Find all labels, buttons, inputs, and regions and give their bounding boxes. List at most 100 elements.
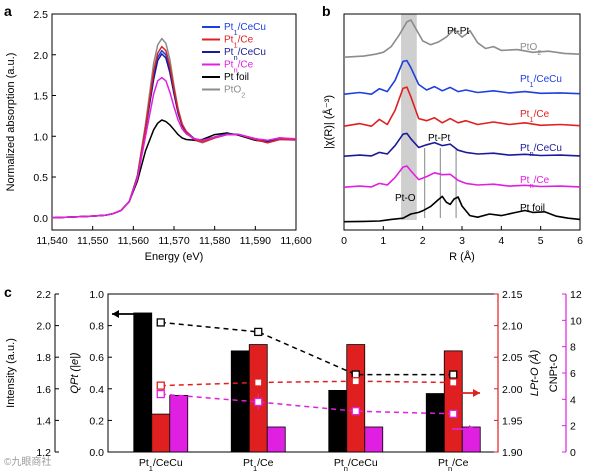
series-line-pt1-ce: [51, 45, 296, 219]
series-line-pt1-cecu: [343, 59, 581, 95]
intensity-tick-label: 1.8: [36, 352, 51, 364]
panel-c-bar-chart: Pt1/CeCu Pt1/Ce Ptn/CeCu Ptn/Ce 1.2 1.4 1.6 1.8…: [5, 289, 582, 471]
x-tick-label: 5: [538, 235, 544, 247]
bar-cn-pt-o: [364, 426, 384, 453]
legend-entry: Ptn/Ce: [224, 60, 254, 75]
series-line-pt-foil: [343, 195, 581, 223]
panel-b-letter: b: [322, 3, 331, 19]
y-tick-label: 1.5: [33, 91, 48, 103]
pt-o-highlight-band: [401, 14, 417, 220]
series-label: Ptn/CeCu: [520, 143, 562, 158]
l-tick-label: 2.05: [502, 352, 523, 364]
x-tick-label: 11,590: [240, 235, 271, 247]
annotation-pt-pt-mid: Pt-Pt: [428, 133, 450, 144]
series-label: Pt1/Ce: [520, 109, 550, 124]
bar-l-pt-o: [346, 344, 366, 453]
dashed-line-q-pt: [160, 321, 454, 376]
bar-l-pt-o: [151, 413, 171, 453]
x-tick-label: 6: [577, 235, 583, 247]
series-label: Pt1/CeCu: [520, 74, 562, 89]
data-marker: [449, 378, 458, 387]
x-tick-label: 0: [341, 235, 347, 247]
x-tick-label: 11,570: [158, 235, 189, 247]
q-tick-label: 0.4: [89, 384, 104, 396]
series-label: Pt foil: [520, 203, 545, 214]
data-marker: [351, 370, 360, 379]
legend-entry: Ptn/CeCu: [224, 47, 266, 62]
bar-l-pt-o: [443, 350, 463, 453]
category-label: Pt1/Ce: [243, 457, 274, 471]
series-line-pt-foil: [51, 119, 296, 219]
data-marker: [351, 407, 360, 416]
watermark-text: ©九眼商社: [4, 455, 51, 468]
bar-intensity: [133, 312, 153, 453]
l-tick-label: 1.95: [502, 415, 523, 427]
series-line-pto2: [51, 37, 297, 219]
cn-tick-label: 4: [570, 394, 576, 406]
category-label: Pt1/CeCu: [139, 457, 183, 471]
y-tick-label: 0.0: [33, 213, 48, 225]
panel-a-xanes-chart: 11,540 11,550 11,560 11,570 11,580 11,590 11,6…: [5, 9, 312, 263]
intensity-axis-label: Intensity (a.u.): [5, 338, 17, 408]
data-marker: [156, 381, 165, 390]
panel-b-exafs-chart: 0 1 2 3 4 5 6 R (Å) |χ(R)| (Å⁻³) PtO2 Pt1/CeCu Pt1/…: [322, 13, 583, 263]
data-marker: [449, 409, 458, 418]
series-label: Ptn/Ce: [520, 175, 550, 190]
x-tick-label: 3: [459, 235, 465, 247]
legend-entry: Pt foil: [224, 72, 249, 83]
l-axis-label: LPt-O (Å): [528, 349, 541, 396]
series-line-pt1-ce: [343, 86, 581, 127]
series-line-pt1-cecu: [51, 49, 297, 219]
cn-tick-label: 12: [570, 289, 582, 301]
data-marker: [254, 397, 263, 407]
intensity-tick-label: 1.4: [36, 415, 51, 427]
data-marker: [351, 377, 360, 386]
bar-intensity: [425, 393, 445, 453]
dashed-line-cn-pt-o: [160, 393, 454, 415]
legend-entry: PtO2: [224, 85, 245, 100]
y-axis-label: |χ(R)| (Å⁻³): [322, 95, 335, 149]
x-axis-label: Energy (eV): [145, 251, 204, 263]
data-marker: [156, 318, 165, 327]
x-axis-label: R (Å): [449, 250, 475, 263]
l-tick-label: 2.10: [502, 321, 523, 333]
y-axis-label: Normalized absorption (a.u.): [5, 53, 17, 192]
intensity-tick-label: 2.2: [36, 289, 51, 301]
x-tick-label: 2: [420, 235, 426, 247]
x-tick-label: 4: [498, 235, 504, 247]
series-line-ptn-cecu: [343, 132, 581, 157]
category-label: Ptn/CeCu: [334, 457, 378, 471]
cn-tick-label: 2: [570, 421, 576, 433]
y-tick-label: 1.0: [33, 131, 48, 143]
intensity-tick-label: 1.2: [36, 447, 51, 459]
series-line-ptn-ce: [343, 165, 581, 188]
annotation-pt-pt-top: Pt-Pt: [447, 26, 469, 37]
cn-tick-label: 10: [570, 315, 582, 327]
l-tick-label: 2.15: [502, 289, 523, 301]
annotation-pt-o: Pt-O: [395, 193, 416, 204]
bar-intensity: [328, 389, 348, 453]
series-label: PtO2: [520, 42, 541, 57]
q-axis-label: QPt (|e|): [69, 352, 81, 394]
data-marker: [254, 327, 263, 337]
x-tick-label: 11,540: [36, 235, 67, 247]
data-marker: [254, 378, 263, 387]
q-tick-label: 0.8: [89, 321, 104, 333]
y-tick-label: 2.0: [33, 50, 48, 62]
x-tick-label: 11,550: [77, 235, 108, 247]
l-tick-label: 2.00: [502, 384, 523, 396]
cn-axis-label: CNPt-O: [548, 353, 560, 392]
q-tick-label: 1.0: [89, 289, 104, 301]
intensity-tick-label: 2.0: [36, 321, 51, 333]
q-tick-label: 0.0: [89, 447, 104, 459]
series-line-ptn-cecu: [51, 53, 297, 219]
q-tick-label: 0.2: [89, 415, 104, 427]
l-tick-label: 1.90: [502, 447, 523, 459]
data-marker: [449, 370, 458, 379]
l-axis-arrow-head: [473, 389, 480, 397]
series-line-ptn-ce: [51, 76, 297, 219]
series-line-pto2: [343, 19, 581, 58]
x-tick-label: 11,600: [280, 235, 311, 247]
legend-entry: Pt1/CeCu: [224, 22, 266, 37]
